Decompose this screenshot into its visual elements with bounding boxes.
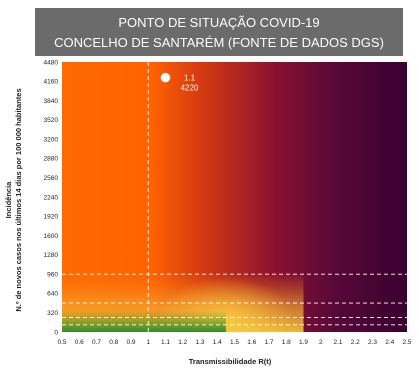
- data-label-incidence: 4220: [181, 84, 199, 93]
- x-tick-label: 1.5: [230, 339, 239, 346]
- y-tick-label: 1600: [44, 233, 59, 240]
- data-point: [160, 72, 171, 83]
- x-tick-label: 1: [146, 339, 150, 346]
- y-tick-label: 0: [54, 329, 58, 336]
- y-tick-label: 960: [47, 271, 58, 278]
- y-axis-ticks: 0 320 640 960 1280 1600 1920 2240 2560 2880 3200 35…: [44, 59, 59, 336]
- y-tick-label: 640: [47, 291, 58, 298]
- x-tick-label: 1.4: [213, 339, 222, 346]
- y-tick-label: 1280: [44, 252, 59, 259]
- x-tick-label: 1.9: [299, 339, 308, 346]
- chart-title-line-2: CONCELHO DE SANTARÉM (FONTE DE DADOS DGS…: [54, 35, 384, 50]
- x-tick-label: 0.9: [126, 339, 135, 346]
- x-tick-label: 2: [319, 339, 323, 346]
- low-risk-zone: [62, 310, 226, 332]
- y-tick-label: 3200: [44, 136, 59, 143]
- x-tick-label: 2.2: [351, 339, 360, 346]
- data-label-rt: 1.1: [184, 74, 196, 83]
- y-tick-label: 2560: [44, 175, 59, 182]
- y-tick-label: 3520: [44, 117, 59, 124]
- title-background: [35, 8, 403, 56]
- y-tick-label: 4160: [44, 79, 59, 86]
- x-tick-label: 0.7: [92, 339, 101, 346]
- x-tick-label: 0.8: [109, 339, 118, 346]
- x-tick-label: 0.6: [75, 339, 84, 346]
- x-tick-label: 1.3: [195, 339, 204, 346]
- y-tick-label: 2880: [44, 156, 59, 163]
- reference-lines: [62, 62, 407, 332]
- y-tick-label: 3840: [44, 98, 59, 105]
- chart-title-line-1: PONTO DE SITUAÇÃO COVID-19: [118, 15, 319, 30]
- y-tick-label: 2240: [44, 194, 59, 201]
- x-tick-label: 2.4: [385, 339, 394, 346]
- plot-area: [62, 62, 407, 332]
- x-tick-label: 2.1: [333, 339, 342, 346]
- x-tick-label: 1.6: [247, 339, 256, 346]
- y-axis-label-line-1: Incidência: [4, 181, 13, 219]
- x-tick-label: 2.3: [368, 339, 377, 346]
- x-tick-label: 2.5: [402, 339, 411, 346]
- x-tick-label: 1.8: [282, 339, 291, 346]
- x-tick-label: 0.5: [57, 339, 66, 346]
- y-tick-label: 320: [47, 310, 58, 317]
- x-tick-label: 1.2: [178, 339, 187, 346]
- x-tick-label: 1.1: [161, 339, 170, 346]
- x-axis-label: Transmissibilidade R(t): [189, 357, 272, 366]
- x-axis-ticks: 0.5 0.6 0.7 0.8 0.9 1 1.1 1.2 1.3 1.4 1.5 1.6 1.7 1.8…: [57, 339, 411, 346]
- y-tick-label: 1920: [44, 214, 59, 221]
- x-tick-label: 1.7: [264, 339, 273, 346]
- y-tick-label: 4480: [44, 59, 59, 66]
- y-axis-label-line-2: N.º de novos casos nos últimos 14 dias p…: [14, 88, 23, 311]
